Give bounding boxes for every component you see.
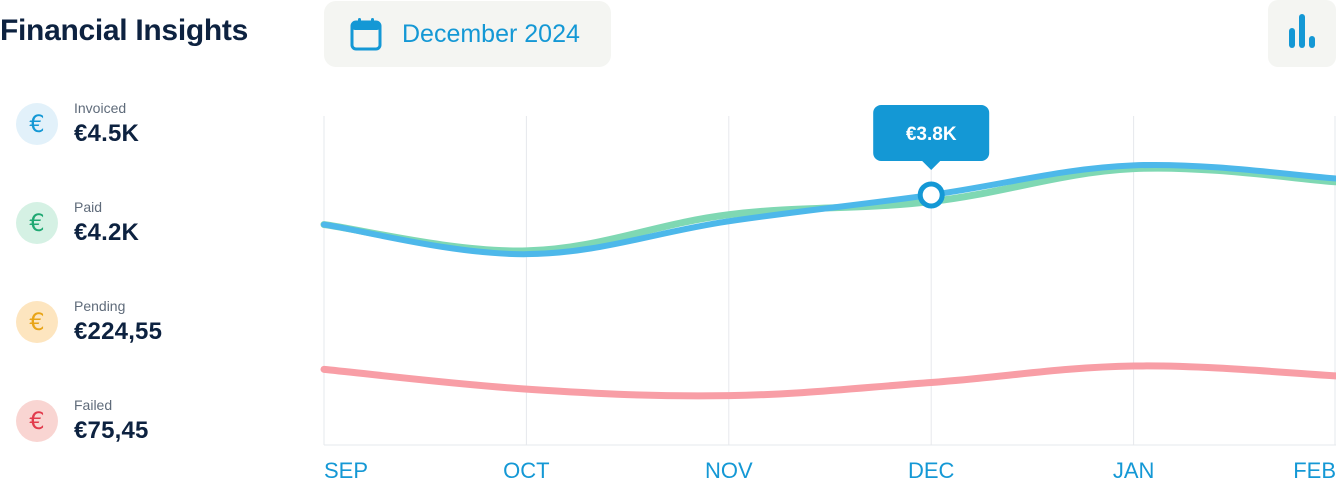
legend-value: €224,55 <box>74 318 163 345</box>
page-title: Financial Insights <box>0 14 248 47</box>
euro-icon: € <box>16 400 58 442</box>
euro-icon: € <box>16 301 58 343</box>
calendar-icon <box>350 17 382 51</box>
x-tick-label: FEB <box>1293 458 1336 483</box>
tooltip-label: €3.8K <box>906 124 957 145</box>
x-tick-label: DEC <box>908 458 955 483</box>
x-tick-label: JAN <box>1113 458 1155 483</box>
bar-chart-icon <box>1289 14 1315 53</box>
tooltip-box <box>873 104 990 170</box>
date-picker-button[interactable]: December 2024 <box>324 1 611 67</box>
legend-item-pending: € Pending €224,55 <box>16 298 276 348</box>
x-tick-label: NOV <box>705 458 753 483</box>
x-tick-label: SEP <box>324 458 368 483</box>
legend-item-failed: € Failed €75,45 <box>16 397 276 447</box>
series-line-invoiced <box>321 161 1336 258</box>
legend-value: €4.5K <box>74 120 140 147</box>
legend-value: €4.2K <box>74 219 140 246</box>
legend-label: Paid <box>74 199 103 215</box>
euro-icon: € <box>16 202 58 244</box>
legend-item-invoiced: € Invoiced €4.5K <box>16 100 276 150</box>
euro-icon: € <box>16 103 58 145</box>
date-label: December 2024 <box>402 19 580 48</box>
chart-view-button[interactable] <box>1268 0 1336 67</box>
legend-item-paid: € Paid €4.2K <box>16 199 276 249</box>
series-line-failed <box>320 362 1336 400</box>
tooltip-point <box>917 181 945 209</box>
legend-label: Invoiced <box>74 100 127 116</box>
x-tick-label: OCT <box>503 458 549 483</box>
legend-value: €75,45 <box>74 417 149 444</box>
legend-label: Failed <box>74 397 113 413</box>
legend-label: Pending <box>74 298 126 314</box>
